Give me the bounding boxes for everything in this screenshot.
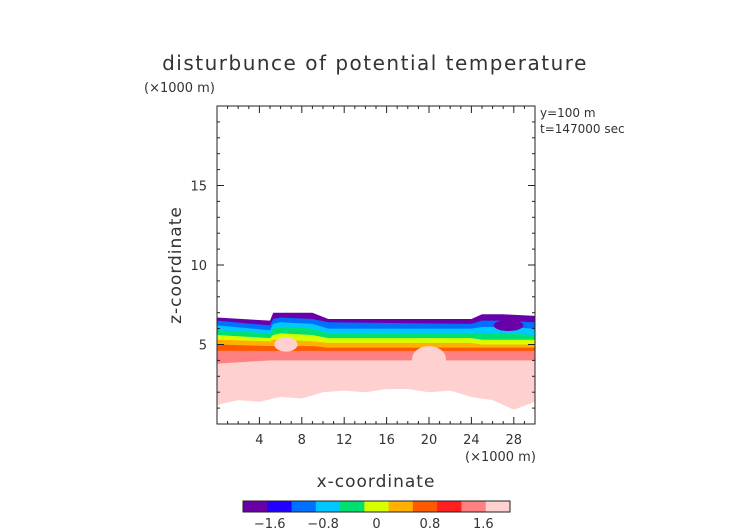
y-tick-label: 10: [190, 259, 207, 274]
colorbar-swatch: [485, 501, 511, 512]
colorbar-tick-label: 1.6: [473, 517, 494, 532]
colorbar-swatch: [315, 501, 341, 512]
colorbar-tick-label: 0.8: [420, 517, 441, 532]
field-pocket-2: [412, 346, 446, 372]
colorbar-swatch: [291, 501, 317, 512]
x-tick-label: 20: [421, 433, 438, 448]
x-axis-label: x-coordinate: [317, 472, 436, 492]
colorbar-swatch: [364, 501, 390, 512]
colorbar-swatch: [412, 501, 438, 512]
colorbar-swatch: [243, 501, 268, 512]
y-tick-label: 15: [190, 180, 207, 195]
colorbar-swatch: [340, 501, 365, 512]
colorbar-frame: [242, 500, 511, 513]
field-pocket-4: [506, 374, 532, 404]
colorbar-swatch: [437, 501, 462, 512]
x-tick-label: 16: [378, 433, 395, 448]
y-unit-label: (×1000 m): [144, 81, 215, 96]
field-pocket-1: [274, 337, 298, 352]
y-axis-label: z-coordinate: [166, 206, 186, 324]
x-axis-ticks: 4 8 12 16 20 24 28: [227, 106, 525, 448]
field-pocket-5: [493, 319, 524, 331]
x-tick-label: 8: [298, 433, 306, 448]
colorbar-tick-label: 0: [372, 517, 380, 532]
colorbar-tick-label: −0.8: [307, 517, 339, 532]
colorbar-swatch: [461, 501, 487, 512]
x-tick-label: 24: [463, 433, 480, 448]
heatmap-field: [217, 312, 535, 424]
field-pocket-3: [301, 363, 345, 390]
annotation-t: t=147000 sec: [540, 122, 625, 136]
field-bottom-edge: [217, 389, 535, 424]
x-tick-label: 12: [336, 433, 353, 448]
colorbar-swatch: [388, 501, 414, 512]
colorbar: −1.6 −0.8 0 0.8 1.6: [242, 500, 511, 532]
colorbar-swatch: [267, 501, 293, 512]
x-tick-label: 4: [255, 433, 263, 448]
colorbar-tick-label: −1.6: [254, 517, 286, 532]
x-unit-label: (×1000 m): [465, 450, 536, 465]
y-axis-ticks: 5 10 15: [190, 121, 535, 409]
annotation-y: y=100 m: [540, 106, 596, 120]
y-tick-label: 5: [199, 339, 207, 354]
x-tick-label: 28: [506, 433, 523, 448]
chart-title: disturbunce of potential temperature: [162, 51, 588, 75]
